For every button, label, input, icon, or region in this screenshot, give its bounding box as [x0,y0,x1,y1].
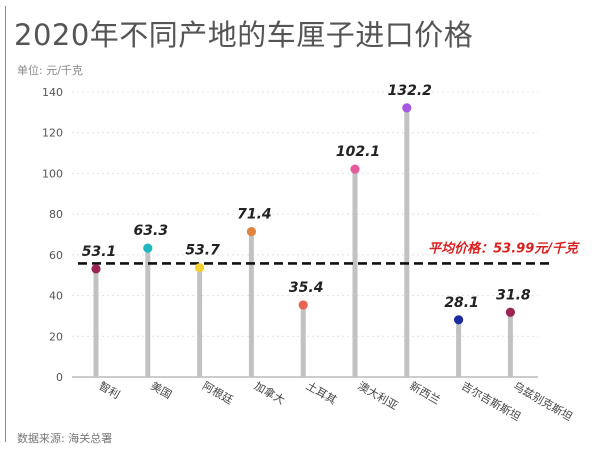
data-label: 35.4 [289,280,324,296]
data-label: 31.8 [496,287,531,303]
x-tick-label: 乌兹别克斯坦 [511,378,575,423]
y-axis-ticks: 0 20 40 60 80 100 120 140 [42,86,63,384]
x-tick-label: 阿根廷 [200,378,236,407]
lollipop-dot [91,264,101,274]
data-label: 63.3 [134,223,169,239]
lollipop-dots [91,103,515,325]
y-tick-label: 120 [42,127,63,140]
y-tick-label: 20 [49,330,63,343]
data-label: 53.7 [185,243,220,259]
chart-title: 2020年不同产地的车厘子进口价格 [14,18,474,52]
x-tick-label: 土耳其 [304,379,339,407]
lollipop-stems [93,107,513,377]
y-tick-label: 60 [49,249,63,262]
data-label: 53.1 [82,244,117,260]
average-line-label: 平均价格：53.99元/千克 [428,240,580,256]
source-note: 数据来源: 海关总署 [17,432,113,445]
lollipop-dot [505,307,515,317]
data-label: 28.1 [444,295,479,311]
value-labels: 53.1 63.3 53.7 71.4 35.4 102.1 132.2 28.1 31.8 [82,83,531,311]
x-tick-label: 美国 [148,379,174,401]
x-tick-label: 加拿大 [252,378,288,407]
lollipop-dot [246,227,256,237]
lollipop-dot [195,263,205,273]
unit-label: 单位: 元/千克 [17,64,83,77]
lollipop-dot [350,164,360,174]
data-label: 102.1 [336,144,380,160]
lollipop-dot [143,243,153,253]
y-tick-label: 0 [56,371,63,384]
lollipop-dot [454,315,464,325]
lollipop-dot [298,300,308,310]
y-tick-label: 40 [49,290,63,303]
x-tick-label: 智利 [97,378,123,401]
y-tick-label: 80 [49,208,63,221]
average-reference-line: 平均价格：53.99元/千克 [78,240,580,265]
x-tick-label: 澳大利亚 [356,378,401,412]
x-tick-label: 新西兰 [407,378,443,407]
y-tick-label: 140 [42,86,63,99]
y-tick-label: 100 [42,167,63,180]
data-label: 132.2 [388,83,432,99]
left-border-rule [5,6,6,442]
lollipop-dot [402,103,412,113]
data-label: 71.4 [237,207,272,223]
